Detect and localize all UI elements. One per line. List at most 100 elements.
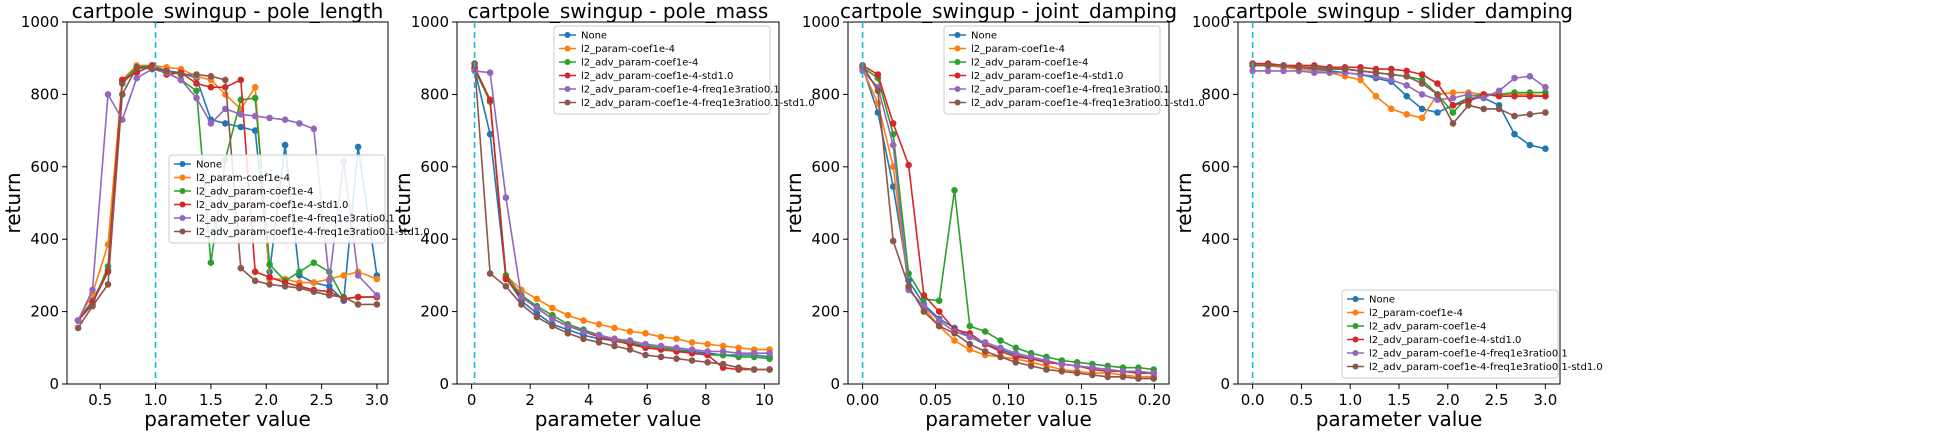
data-point — [148, 65, 156, 73]
x-axis-label: parameter value — [535, 407, 702, 431]
legend-label: l2_adv_param-coef1e-4-freq1e3ratio0.1 — [971, 85, 1170, 96]
data-point — [1403, 82, 1410, 89]
data-point — [163, 67, 170, 75]
data-point — [373, 292, 381, 299]
data-point — [1465, 91, 1472, 98]
chart-title: cartpole_swingup - joint_damping — [840, 0, 1177, 23]
x-tick-label: 0.05 — [919, 391, 952, 409]
plot-area — [1249, 22, 1549, 384]
data-point — [564, 330, 572, 337]
x-tick-label: 10 — [755, 391, 774, 409]
data-point — [1526, 141, 1534, 149]
data-point — [266, 261, 273, 268]
data-point — [1280, 67, 1287, 75]
legend-marker — [954, 59, 961, 65]
data-point — [1449, 94, 1457, 102]
legend-marker — [179, 215, 186, 221]
data-point — [564, 311, 572, 319]
y-tick-label: 800 — [420, 85, 449, 103]
y-tick-label: 1000 — [802, 13, 840, 31]
y-tick-label: 200 — [811, 303, 840, 321]
legend-marker — [954, 86, 961, 92]
x-axis-label: parameter value — [1316, 407, 1483, 431]
data-point — [719, 342, 727, 350]
x-tick-label: 1.5 — [199, 391, 223, 409]
data-point — [1511, 112, 1518, 120]
data-point — [580, 317, 587, 324]
data-point — [704, 359, 711, 366]
data-point — [251, 268, 259, 276]
data-point — [1372, 92, 1380, 100]
x-tick-label: 3.0 — [1533, 391, 1557, 409]
data-point — [251, 94, 259, 102]
data-point — [1526, 92, 1534, 100]
plot-area — [471, 22, 773, 384]
data-point — [981, 339, 989, 346]
data-point — [251, 112, 259, 120]
plot-frame — [456, 21, 780, 385]
x-tick-label: 0.5 — [1289, 391, 1313, 409]
subplot-2: 0 200 400 600 800 1000 0 2 4 6 8 10 cartpole_swingup… — [391, 0, 815, 431]
data-point — [626, 337, 634, 344]
data-point — [951, 187, 958, 194]
data-point — [1542, 145, 1549, 152]
data-point — [735, 364, 742, 372]
legend-label: l2_param-coef1e-4 — [1369, 308, 1463, 319]
data-point — [1150, 369, 1157, 377]
data-point — [935, 322, 943, 330]
data-point — [1058, 360, 1066, 368]
data-point — [1449, 120, 1457, 127]
data-point — [502, 194, 510, 201]
y-tick-label: 400 — [1201, 230, 1230, 248]
data-point — [326, 277, 333, 285]
legend-label: l2_adv_param-coef1e-4-std1.0 — [1369, 335, 1521, 346]
y-tick-label: 600 — [1201, 158, 1230, 176]
data-point — [1418, 71, 1426, 78]
data-point — [354, 301, 362, 308]
y-axis-label: return — [391, 172, 415, 233]
data-point — [310, 288, 318, 296]
subplot-4: 0 200 400 600 800 1000 0.0 0.5 1.0 1.5 2.0 2.5 3.0 ca… — [1172, 0, 1603, 431]
data-point — [177, 76, 185, 84]
data-point — [750, 349, 758, 357]
data-point — [611, 324, 618, 332]
x-axis-label: parameter value — [925, 407, 1092, 431]
data-point — [354, 143, 362, 151]
x-axis-label: parameter value — [144, 407, 311, 431]
data-point — [580, 335, 587, 343]
data-point — [89, 286, 96, 294]
legend-label: l2_adv_param-coef1e-4-std1.0 — [971, 71, 1123, 82]
data-point — [281, 116, 289, 123]
data-point — [997, 353, 1004, 361]
data-point — [1043, 366, 1050, 373]
legend-label: None — [196, 160, 222, 171]
data-point — [133, 64, 140, 71]
legend-marker — [564, 86, 571, 92]
x-tick-label: 2.5 — [310, 391, 334, 409]
x-tick-label: 0.10 — [992, 391, 1025, 409]
data-point — [1012, 359, 1020, 366]
legend-marker — [1352, 350, 1359, 356]
data-point — [266, 281, 273, 288]
data-point — [920, 292, 928, 299]
data-point — [642, 351, 649, 359]
data-point — [889, 120, 897, 127]
data-point — [251, 127, 259, 134]
legend-marker — [1352, 296, 1359, 302]
data-point — [688, 346, 696, 353]
data-point — [518, 301, 525, 308]
data-point — [1027, 353, 1035, 361]
data-point — [966, 340, 974, 348]
data-point — [104, 281, 112, 288]
data-point — [373, 275, 381, 283]
legend-frame — [1341, 289, 1559, 379]
legend-marker — [564, 45, 571, 52]
data-point — [1542, 83, 1549, 91]
y-axis-label: return — [782, 172, 806, 233]
data-point — [296, 120, 303, 127]
legend: None l2_param-coef1e-4 l2_adv_param-coef1e… — [943, 25, 1205, 115]
legend-label: None — [581, 31, 607, 42]
y-tick-label: 800 — [811, 85, 840, 103]
data-point — [502, 275, 510, 283]
y-tick-label: 0 — [49, 375, 59, 393]
